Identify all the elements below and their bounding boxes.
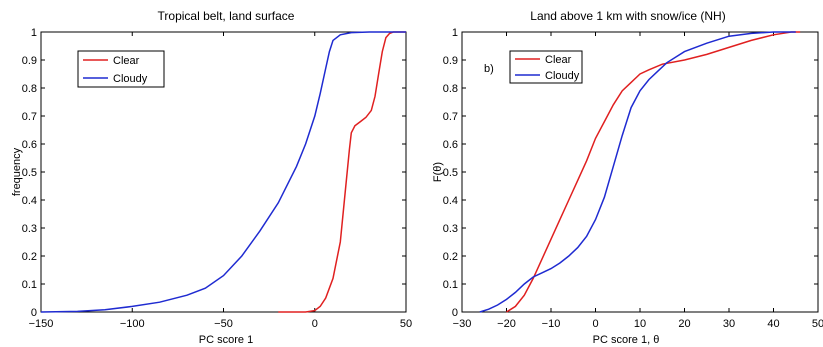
right-legend-label-clear: Clear <box>545 54 572 66</box>
right-series-cloudy-line <box>479 31 796 313</box>
left-ytick-label: 0.5 <box>22 167 37 179</box>
right-xtick-label: 50 <box>812 318 823 330</box>
left-xtick-label: 50 <box>400 318 412 330</box>
right-xtick-label: −30 <box>453 318 472 330</box>
left-ytick-label: 0 <box>31 307 37 319</box>
right-ytick-label: 0.6 <box>443 139 458 151</box>
right-xtick-label: −10 <box>542 318 561 330</box>
right-legend-label-cloudy: Cloudy <box>545 70 580 82</box>
right-ytick-label: 0.5 <box>443 167 458 179</box>
right-xtick-label: 20 <box>678 318 690 330</box>
left-ytick-label: 1 <box>31 27 37 39</box>
right-xtick-label: 30 <box>723 318 735 330</box>
left-legend-label-cloudy: Cloudy <box>113 73 148 85</box>
right-ytick-label: 0.9 <box>443 55 458 67</box>
right-xtick-label: 0 <box>592 318 598 330</box>
right-ytick-label: 0.1 <box>443 279 458 291</box>
right-xtick-label: 40 <box>767 318 779 330</box>
right-xtick-label: 10 <box>634 318 646 330</box>
left-ytick-label: 0.8 <box>22 83 37 95</box>
left-legend-box <box>77 50 165 88</box>
right-ytick-label: 0.4 <box>443 195 458 207</box>
right-chart-title: Land above 1 km with snow/ice (NH) <box>530 9 725 23</box>
left-x-axis-label: PC score 1 <box>199 334 253 346</box>
right-ytick-label: 0.8 <box>443 83 458 95</box>
left-ytick-label: 0.1 <box>22 279 37 291</box>
left-xtick-label: −100 <box>120 318 145 330</box>
left-series-clear-line <box>278 31 406 313</box>
right-ytick-label: 1 <box>452 27 458 39</box>
left-xtick-label: −50 <box>214 318 233 330</box>
left-chart-title: Tropical belt, land surface <box>158 9 295 23</box>
left-xtick-label: −150 <box>29 318 54 330</box>
left-ytick-label: 0.2 <box>22 251 37 263</box>
right-series-clear-line <box>506 31 801 313</box>
right-ytick-label: 0 <box>452 307 458 319</box>
left-legend-label-clear: Clear <box>113 55 140 67</box>
left-ytick-label: 0.7 <box>22 111 37 123</box>
right-y-axis-label: F(θ) <box>432 162 444 182</box>
left-ytick-label: 0.6 <box>22 139 37 151</box>
right-legend-box <box>509 50 583 84</box>
right-ytick-label: 0.2 <box>443 251 458 263</box>
right-xtick-label: −20 <box>497 318 516 330</box>
left-ytick-label: 0.4 <box>22 195 37 207</box>
left-ytick-label: 0.9 <box>22 55 37 67</box>
left-xtick-label: 0 <box>312 318 318 330</box>
right-ytick-label: 0.7 <box>443 111 458 123</box>
left-y-axis-label: frequency <box>11 147 23 196</box>
right-x-axis-label: PC score 1, θ <box>593 334 660 346</box>
left-ytick-label: 0.3 <box>22 223 37 235</box>
right-ytick-label: 0.3 <box>443 223 458 235</box>
left-series-cloudy-line <box>40 31 406 313</box>
right-panel-tag: b) <box>484 63 494 75</box>
